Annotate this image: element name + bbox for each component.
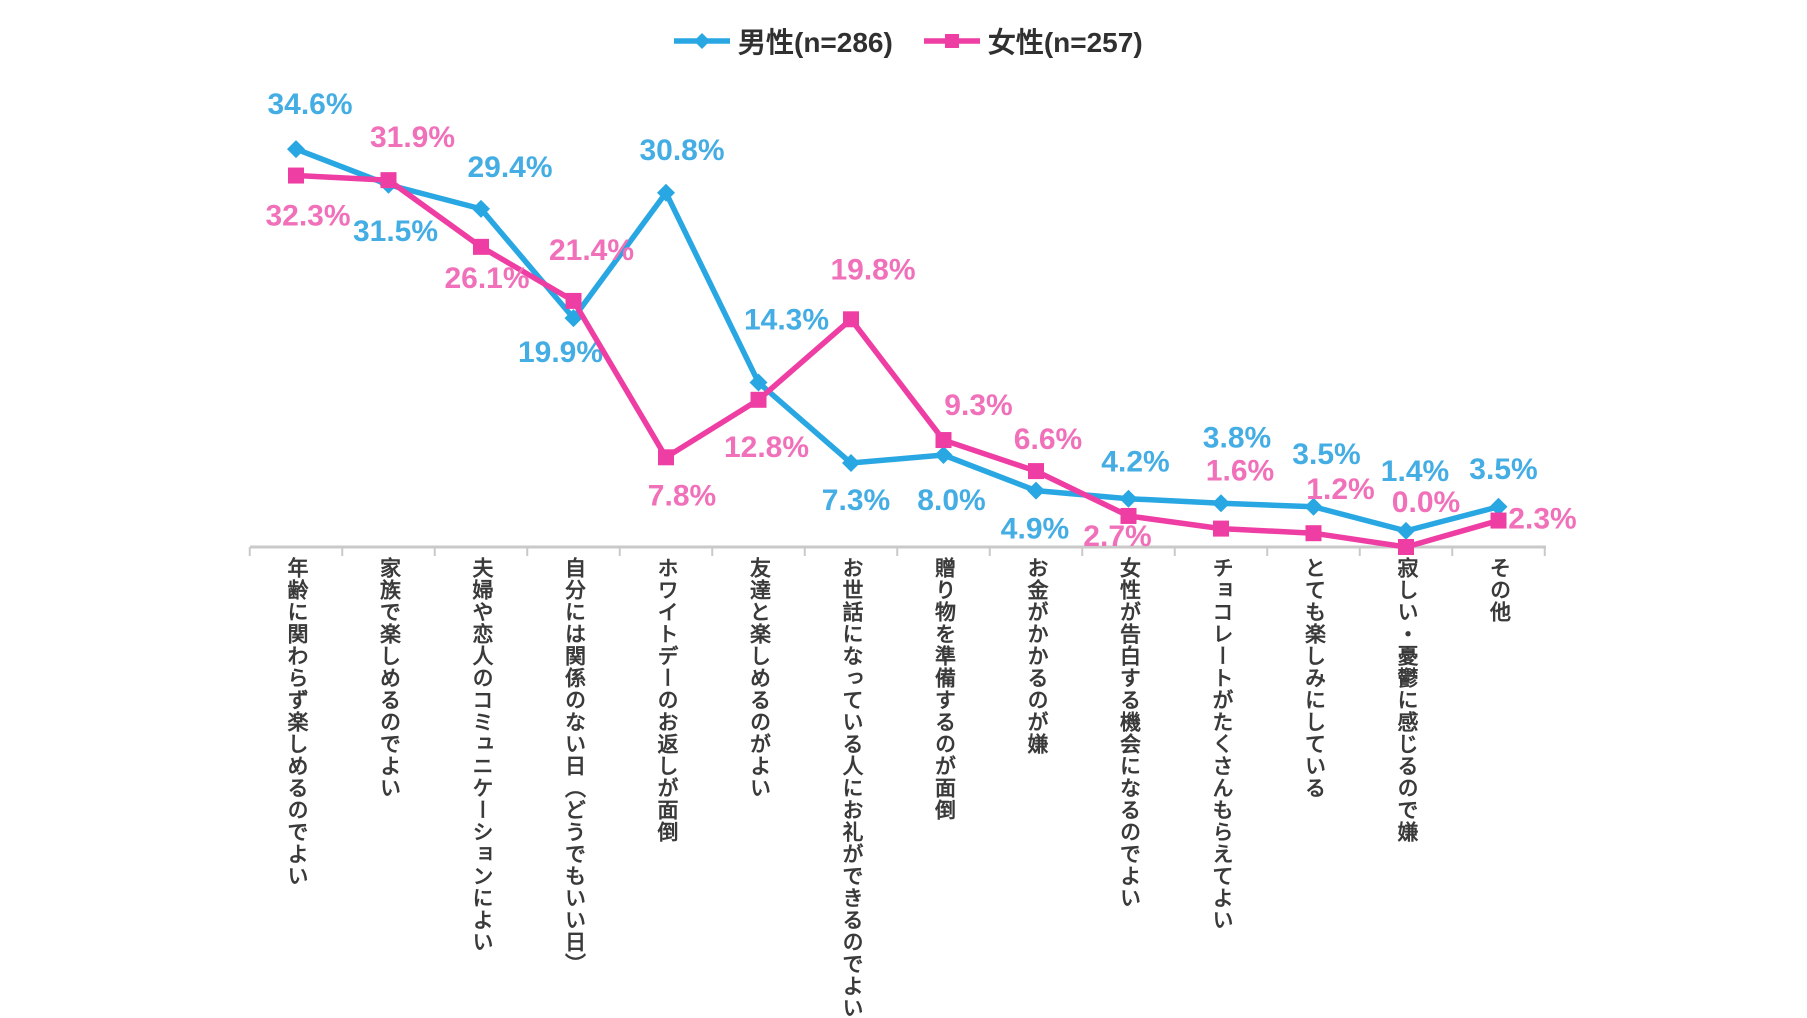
data-label: 4.2%	[1101, 446, 1169, 479]
data-label: 21.4%	[549, 234, 634, 267]
data-label: 2.7%	[1083, 520, 1151, 553]
series-line-female	[295, 172, 1500, 550]
legend-marker-square-icon	[923, 34, 980, 48]
category-label: 女性が告白する機会になるのでよい	[1117, 557, 1141, 909]
data-label: 34.6%	[267, 88, 352, 121]
data-label: 0.0%	[1392, 486, 1460, 519]
data-point-marker	[380, 172, 397, 189]
data-label: 9.3%	[944, 389, 1012, 422]
data-point-marker	[1120, 507, 1137, 524]
data-point-marker	[1212, 494, 1230, 513]
data-point-marker	[473, 238, 489, 255]
legend-label: 女性(n=257)	[987, 27, 1143, 58]
data-label: 3.8%	[1203, 421, 1271, 454]
data-point-marker	[843, 311, 859, 328]
data-point-marker	[565, 292, 582, 309]
data-point-marker	[750, 391, 767, 408]
data-label: 29.4%	[467, 151, 552, 184]
data-point-marker	[1028, 463, 1044, 480]
legend-label: 男性(n=286)	[738, 27, 893, 58]
data-point-marker	[1489, 497, 1508, 516]
data-point-marker	[1119, 489, 1138, 508]
data-point-marker	[749, 373, 768, 392]
data-label: 26.1%	[444, 262, 529, 295]
data-point-marker	[1213, 520, 1229, 537]
data-point-marker	[657, 183, 675, 202]
data-label: 3.5%	[1292, 438, 1360, 471]
legend: 男性(n=286) 女性(n=257)	[673, 21, 1143, 61]
data-point-marker	[935, 432, 952, 449]
category-label: とても楽しみにしている	[1302, 557, 1326, 799]
data-point-marker	[1027, 481, 1045, 500]
data-label: 31.9%	[370, 121, 455, 154]
data-point-marker	[1304, 497, 1323, 516]
data-label: 7.3%	[822, 484, 890, 517]
data-label: 7.8%	[648, 479, 716, 512]
data-label: 19.9%	[518, 336, 603, 369]
data-label: 6.6%	[1014, 423, 1082, 456]
data-label: 1.4%	[1381, 455, 1449, 488]
category-label: ホワイトデーのお返しが面倒	[655, 557, 678, 843]
data-point-marker	[1398, 539, 1414, 555]
data-label: 14.3%	[744, 304, 829, 337]
data-point-marker	[1305, 525, 1322, 542]
category-label: お世話になっている人にお礼ができるのでよい	[840, 557, 863, 1018]
legend-item-male: 男性(n=286)	[673, 21, 893, 61]
category-label: 家族で楽しめるのでよい	[377, 557, 401, 799]
legend-diamond-icon	[694, 33, 710, 49]
legend-marker-diamond-icon	[674, 33, 730, 49]
data-label: 32.3%	[265, 200, 350, 233]
data-label: 3.5%	[1469, 453, 1537, 486]
data-label: 4.9%	[1001, 513, 1069, 546]
data-point-marker	[472, 199, 490, 218]
category-label: 寂しい・憂鬱に感じるので嫌	[1395, 557, 1418, 843]
category-label: その他	[1487, 557, 1511, 623]
data-point-marker	[1490, 512, 1507, 529]
data-point-marker	[934, 446, 953, 464]
legend-square-icon	[944, 34, 959, 48]
data-label: 30.8%	[639, 134, 724, 167]
series-line-male	[295, 146, 1500, 534]
category-label: 夫婦や恋人のコミュニケーションによい	[470, 557, 493, 953]
data-point-marker	[288, 167, 304, 184]
data-label: 1.6%	[1206, 455, 1274, 488]
data-label: 19.8%	[830, 253, 915, 286]
data-label: 12.8%	[724, 431, 809, 464]
data-point-marker	[658, 449, 674, 466]
category-label: 年齢に関わらず楽しめるのでよい	[285, 557, 308, 887]
legend-item-female: 女性(n=257)	[923, 21, 1143, 61]
data-label: 2.3%	[1508, 503, 1576, 536]
data-point-marker	[1397, 521, 1415, 540]
data-label: 31.5%	[353, 215, 438, 248]
data-point-marker	[287, 140, 305, 159]
category-label: お金がかかるのが嫌	[1025, 557, 1048, 755]
category-label: 友達と楽しめるのがよい	[747, 557, 771, 799]
data-label: 1.2%	[1306, 473, 1374, 506]
category-label: 贈り物を準備するのが面倒	[932, 557, 956, 821]
category-label: 自分には関係のない日（どうでもいい日）	[562, 557, 586, 975]
category-label: チョコレートがたくさんもらえてよい	[1210, 557, 1233, 931]
data-point-marker	[842, 454, 860, 473]
data-label: 8.0%	[917, 484, 985, 517]
